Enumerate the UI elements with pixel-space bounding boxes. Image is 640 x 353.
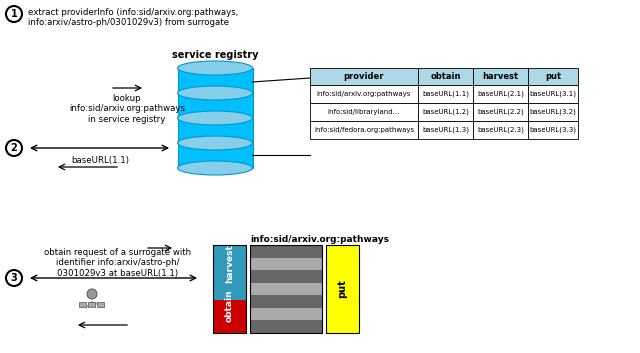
- Bar: [97, 302, 104, 307]
- Text: info:sid/arxiv.org:pathways: info:sid/arxiv.org:pathways: [250, 235, 389, 244]
- Text: baseURL(1.1): baseURL(1.1): [422, 91, 469, 97]
- Bar: [326, 245, 359, 333]
- Bar: [473, 121, 528, 139]
- Ellipse shape: [177, 86, 253, 100]
- Text: extract providerInfo (info:sid/arxiv.org:pathways,
info:arxiv/astro-ph/0301029v3: extract providerInfo (info:sid/arxiv.org…: [28, 8, 238, 28]
- Text: baseURL(3.1): baseURL(3.1): [529, 91, 577, 97]
- Ellipse shape: [177, 136, 253, 150]
- Circle shape: [6, 270, 22, 286]
- Bar: [473, 103, 528, 121]
- Text: info:sid/fedora.org:pathways: info:sid/fedora.org:pathways: [314, 127, 414, 133]
- Bar: [473, 85, 528, 103]
- Text: harvest: harvest: [225, 244, 234, 283]
- Bar: [178, 68, 253, 168]
- Bar: [473, 68, 528, 85]
- Text: put: put: [337, 280, 348, 298]
- Text: baseURL(3.2): baseURL(3.2): [529, 109, 577, 115]
- Text: lookup
info:sid/arxiv.org:pathways
in service registry: lookup info:sid/arxiv.org:pathways in se…: [69, 94, 185, 124]
- Bar: [418, 103, 473, 121]
- Text: baseURL(3.3): baseURL(3.3): [529, 127, 577, 133]
- Bar: [418, 68, 473, 85]
- Bar: [250, 295, 322, 308]
- Bar: [250, 270, 322, 283]
- Text: 1: 1: [11, 9, 17, 19]
- Circle shape: [6, 6, 22, 22]
- Ellipse shape: [177, 111, 253, 125]
- Bar: [250, 258, 322, 270]
- Bar: [528, 121, 578, 139]
- Bar: [79, 302, 86, 307]
- Bar: [418, 85, 473, 103]
- Text: baseURL(1.1): baseURL(1.1): [71, 156, 129, 165]
- Circle shape: [6, 140, 22, 156]
- Bar: [528, 68, 578, 85]
- Bar: [250, 321, 322, 333]
- Bar: [88, 302, 95, 307]
- Text: obtain: obtain: [225, 289, 234, 322]
- Bar: [213, 245, 246, 333]
- Text: info:sid/arxiv.org:pathways: info:sid/arxiv.org:pathways: [317, 91, 411, 97]
- Text: info:sid/libraryland...: info:sid/libraryland...: [328, 109, 400, 115]
- Bar: [250, 283, 322, 295]
- Text: put: put: [545, 72, 561, 81]
- Bar: [250, 245, 322, 258]
- Text: baseURL(1.2): baseURL(1.2): [422, 109, 469, 115]
- Bar: [310, 103, 418, 121]
- Bar: [213, 300, 246, 333]
- Bar: [250, 245, 322, 333]
- Circle shape: [87, 289, 97, 299]
- Text: service registry: service registry: [172, 50, 259, 60]
- Text: obtain request of a surrogate with
identifier info:arxiv/astro-ph/
0301029v3 at : obtain request of a surrogate with ident…: [44, 248, 191, 278]
- Bar: [528, 103, 578, 121]
- Text: baseURL(2.1): baseURL(2.1): [477, 91, 524, 97]
- Text: harvest: harvest: [483, 72, 518, 81]
- Text: 2: 2: [11, 143, 17, 153]
- Text: provider: provider: [344, 72, 384, 81]
- Text: baseURL(1.3): baseURL(1.3): [422, 127, 469, 133]
- Bar: [250, 308, 322, 321]
- Text: baseURL(2.2): baseURL(2.2): [477, 109, 524, 115]
- Bar: [418, 121, 473, 139]
- Ellipse shape: [177, 61, 253, 75]
- Bar: [528, 85, 578, 103]
- Text: baseURL(2.3): baseURL(2.3): [477, 127, 524, 133]
- Text: obtain: obtain: [430, 72, 461, 81]
- Text: 3: 3: [11, 273, 17, 283]
- Bar: [310, 85, 418, 103]
- Bar: [310, 121, 418, 139]
- Bar: [213, 245, 246, 300]
- Ellipse shape: [177, 161, 253, 175]
- Bar: [310, 68, 418, 85]
